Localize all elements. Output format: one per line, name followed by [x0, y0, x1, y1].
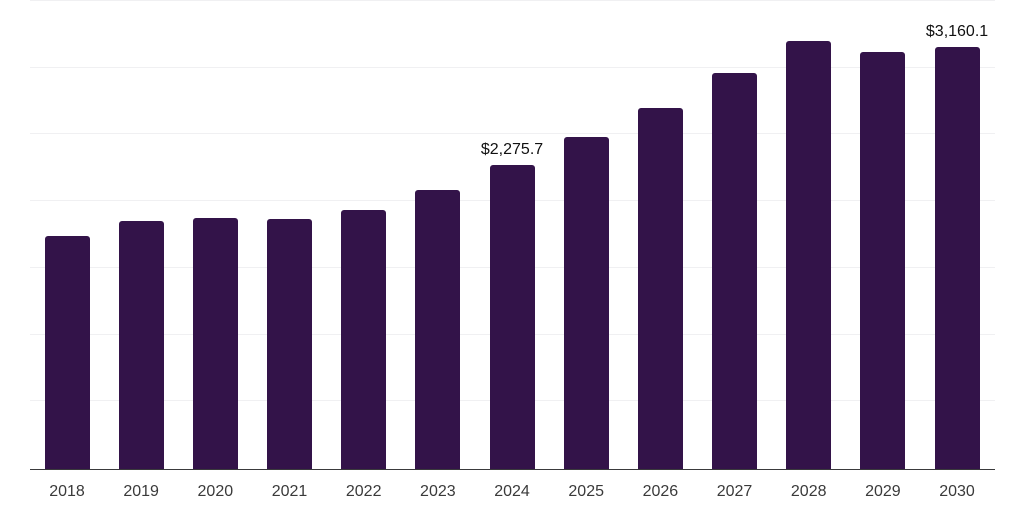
bar-2024	[489, 165, 535, 469]
plot-area: $2,275.7 $3,160.1	[30, 0, 995, 469]
bar-2029	[860, 52, 906, 469]
x-tick-2023: 2023	[420, 483, 456, 500]
x-tick-2018: 2018	[49, 483, 85, 500]
bar-2025	[563, 137, 609, 469]
x-tick-2024: 2024	[494, 483, 530, 500]
bar-2021	[267, 218, 312, 469]
x-tick-2028: 2028	[790, 483, 827, 500]
bar-2018	[44, 235, 90, 469]
x-tick-2025: 2025	[568, 483, 604, 500]
bar-2026	[637, 108, 683, 469]
x-tick-2019: 2019	[123, 483, 159, 500]
bar-2027	[712, 72, 758, 469]
gridline-3500	[30, 0, 995, 2]
bar-2028	[786, 40, 832, 469]
bar-2022	[341, 210, 387, 469]
bar-2019	[118, 220, 164, 469]
x-tick-2029: 2029	[865, 483, 901, 500]
x-tick-2030: 2030	[939, 483, 975, 500]
x-axis-line	[30, 469, 995, 470]
data-label-2030: $3,160.1	[925, 23, 989, 41]
bar-2020	[192, 217, 238, 469]
x-tick-2026: 2026	[642, 483, 679, 500]
gridline-2500	[30, 133, 995, 135]
x-tick-2027: 2027	[716, 483, 753, 500]
x-tick-2022: 2022	[345, 483, 382, 500]
gridline-3000	[30, 66, 995, 69]
bar-2030	[934, 47, 980, 469]
bar-2023	[415, 190, 461, 469]
data-label-2024: $2,275.7	[480, 141, 544, 159]
x-tick-2021: 2021	[271, 483, 308, 500]
x-tick-2020: 2020	[197, 483, 234, 500]
